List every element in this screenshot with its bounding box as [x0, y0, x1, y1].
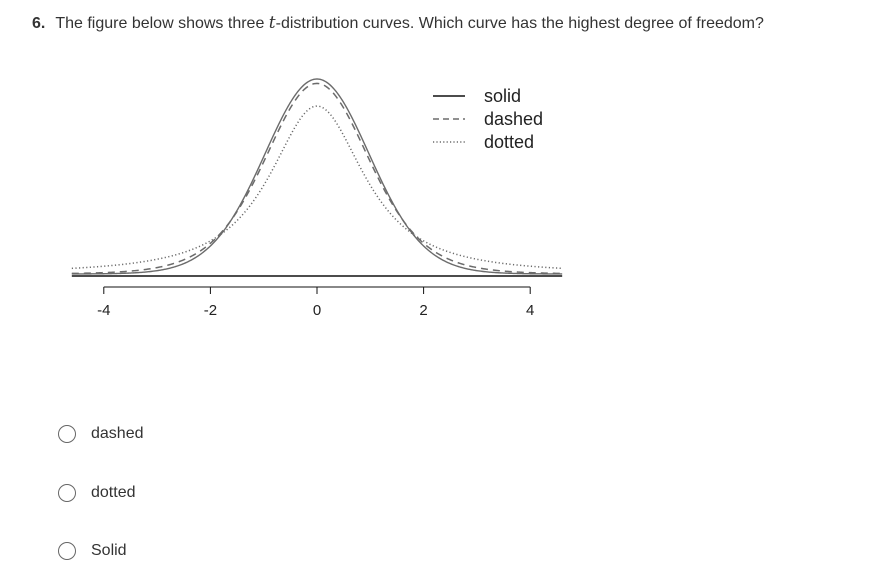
legend-label-solid: solid	[484, 86, 521, 106]
option-label-solid: Solid	[91, 542, 127, 559]
question-number: 6.	[32, 15, 46, 32]
question-text: 6. The figure below shows three t-distrib…	[32, 12, 862, 35]
curve-solid	[71, 78, 563, 275]
option-solid[interactable]: Solid	[58, 538, 127, 564]
option-label-dotted: dotted	[91, 484, 136, 501]
x-tick-label-0: -4	[97, 302, 110, 319]
x-tick-label-4: 4	[526, 302, 534, 319]
x-tick-label-1: -2	[204, 302, 217, 319]
legend-label-dotted: dotted	[484, 132, 534, 152]
radio-button-dotted[interactable]	[58, 484, 76, 502]
option-label-dashed: dashed	[91, 425, 144, 442]
option-dashed[interactable]: dashed	[58, 421, 144, 447]
curve-dotted	[71, 105, 563, 270]
curve-dashed	[71, 82, 563, 275]
question-variable: t	[268, 13, 276, 33]
question-text-before: The figure below shows three	[55, 15, 269, 32]
radio-button-solid[interactable]	[58, 542, 76, 560]
option-dotted[interactable]: dotted	[58, 480, 135, 506]
legend-label-dashed: dashed	[484, 109, 543, 129]
x-tick-label-2: 0	[313, 302, 321, 319]
radio-button-dashed[interactable]	[58, 425, 76, 443]
question-text-after: -distribution curves. Which curve has th…	[275, 15, 764, 32]
x-tick-label-3: 2	[419, 302, 427, 319]
